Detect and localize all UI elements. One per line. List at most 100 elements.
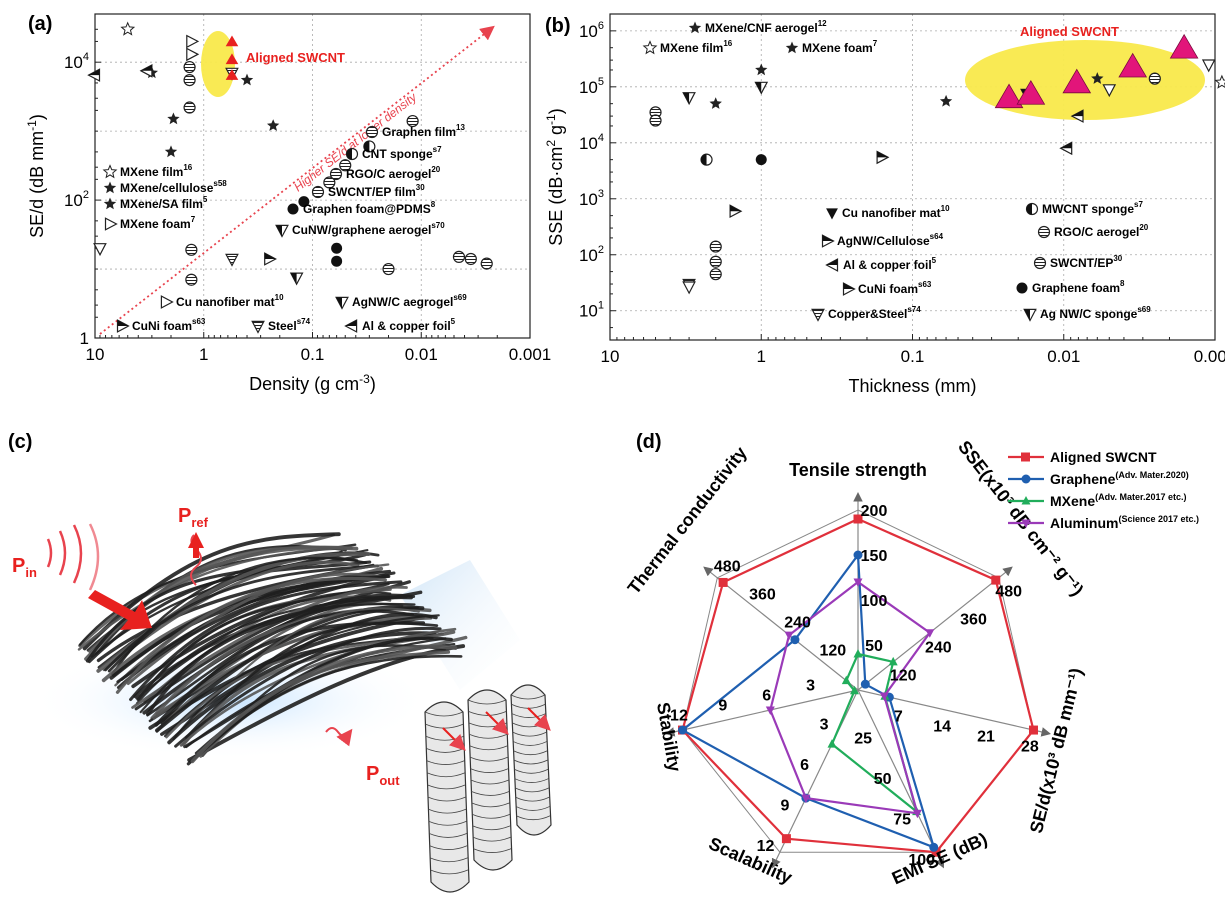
data-point bbox=[1091, 72, 1104, 84]
data-point bbox=[363, 140, 376, 153]
y-tick-label: 102 bbox=[579, 244, 604, 265]
radar-point bbox=[790, 635, 800, 645]
highlight-point bbox=[1169, 33, 1199, 59]
radar-point bbox=[853, 550, 863, 560]
legend-label: Al & copper foil5 bbox=[843, 256, 937, 272]
nanotube-ring bbox=[428, 833, 468, 838]
radar-point bbox=[853, 578, 863, 587]
fiber bbox=[174, 626, 442, 748]
legend-marker bbox=[1016, 282, 1028, 294]
data-point bbox=[339, 159, 352, 172]
radar-tick-label: 50 bbox=[874, 771, 892, 788]
highlight-point bbox=[1016, 80, 1046, 105]
nanotube-body bbox=[424, 701, 470, 893]
p-ref-label: Pref bbox=[178, 505, 209, 530]
fiber bbox=[84, 545, 359, 661]
legend-marker bbox=[160, 295, 174, 309]
radar-tick-label: 120 bbox=[890, 667, 917, 684]
fiber bbox=[163, 614, 440, 738]
data-point bbox=[87, 68, 101, 82]
y-tick-label: 105 bbox=[579, 76, 604, 97]
data-point bbox=[120, 21, 136, 36]
x-tick-label: 10 bbox=[601, 347, 620, 366]
nanotube-ring bbox=[469, 745, 508, 751]
data-point bbox=[649, 114, 662, 127]
legend-marker bbox=[785, 41, 799, 54]
radar-point bbox=[929, 842, 939, 852]
legend-marker bbox=[344, 319, 358, 333]
radar-tick-label: 75 bbox=[893, 812, 911, 829]
nanotube-ring bbox=[516, 815, 551, 821]
radar-tick-label: 100 bbox=[908, 852, 935, 869]
data-point bbox=[382, 262, 395, 276]
legend-label: Graphen film13 bbox=[382, 123, 465, 139]
radar-point bbox=[765, 706, 775, 715]
nanotube-ring bbox=[429, 857, 468, 863]
radar-point bbox=[853, 514, 863, 524]
nanotube-ring bbox=[470, 768, 509, 773]
radar-point bbox=[888, 656, 898, 666]
y-tick-label: 103 bbox=[579, 188, 604, 209]
radar-point bbox=[853, 649, 863, 658]
legend-label: Steels74 bbox=[268, 317, 311, 333]
x-tick-label: 0.01 bbox=[1047, 347, 1080, 366]
legend-label: MXene(Adv. Mater.2017 etc.) bbox=[1050, 492, 1187, 509]
p-out-label: Pout bbox=[366, 763, 400, 788]
nanotube-ring bbox=[512, 731, 547, 737]
x-tick-label: 0.001 bbox=[509, 345, 552, 364]
x-axis-title: Density (g cm-3) bbox=[249, 372, 376, 394]
nanotube-ring bbox=[472, 836, 511, 842]
radar-point bbox=[827, 739, 837, 748]
x-axis-title: Thickness (mm) bbox=[848, 376, 976, 396]
x-tick-label: 0.1 bbox=[301, 345, 325, 364]
y-axis-title: SE/d (dB mm-1) bbox=[25, 114, 47, 238]
radar-axis-title: Tensile strength bbox=[789, 460, 927, 480]
data-point bbox=[185, 273, 198, 286]
data-point bbox=[183, 73, 196, 87]
x-tick-label: 0.1 bbox=[901, 347, 925, 366]
legend-marker bbox=[103, 197, 117, 210]
nanotube-ring bbox=[467, 699, 507, 705]
nanotube-ring bbox=[515, 806, 550, 811]
nanotube bbox=[510, 684, 552, 836]
y-tick-label: 104 bbox=[64, 51, 89, 72]
nanotube-ring bbox=[514, 768, 549, 774]
legend-marker bbox=[329, 167, 343, 181]
highlight-point bbox=[225, 53, 239, 65]
legend-label: Aligned SWCNT bbox=[1050, 449, 1157, 465]
nanotube-ring bbox=[468, 711, 507, 716]
nanotube-ring bbox=[510, 694, 546, 700]
radar-tick-label: 9 bbox=[718, 697, 727, 714]
legend-marker bbox=[102, 164, 118, 179]
radar-tick-label: 3 bbox=[806, 677, 815, 694]
legend-marker bbox=[826, 208, 838, 220]
nanotube-body bbox=[510, 684, 552, 836]
nanotube-ring bbox=[515, 796, 550, 802]
fiber bbox=[115, 576, 387, 694]
data-point bbox=[267, 119, 280, 131]
legend-label: Al & copper foil5 bbox=[362, 317, 456, 333]
nanotube-ring bbox=[471, 813, 511, 819]
legend-label: CuNi foams63 bbox=[858, 280, 932, 296]
data-point bbox=[185, 243, 198, 256]
reflection-arrow bbox=[442, 727, 466, 751]
y-axis-title: SSE (dB·cm2 g-1) bbox=[544, 108, 566, 245]
legend-label: Ag NW/C sponges69 bbox=[1040, 305, 1151, 321]
x-tick-label: 1 bbox=[199, 345, 208, 364]
legend-marker bbox=[1021, 496, 1031, 505]
legend-label: MXene/CNF aerogel12 bbox=[705, 19, 827, 35]
fiber bbox=[77, 546, 353, 651]
radar-tick-label: 6 bbox=[762, 687, 771, 704]
x-tick-label: 1 bbox=[757, 347, 766, 366]
aligned-swcnt-sheet bbox=[77, 532, 468, 766]
data-point bbox=[709, 255, 722, 268]
radar-axis bbox=[703, 566, 859, 691]
legend-marker bbox=[1033, 256, 1047, 270]
radar-tick-label: 360 bbox=[749, 586, 776, 603]
radar-point bbox=[931, 847, 941, 857]
legend-marker bbox=[287, 203, 299, 215]
radar-tick-label: 25 bbox=[854, 730, 872, 747]
transmitted-wave-icon bbox=[325, 727, 353, 747]
data-point bbox=[700, 153, 713, 166]
radar-series-line bbox=[769, 580, 932, 815]
